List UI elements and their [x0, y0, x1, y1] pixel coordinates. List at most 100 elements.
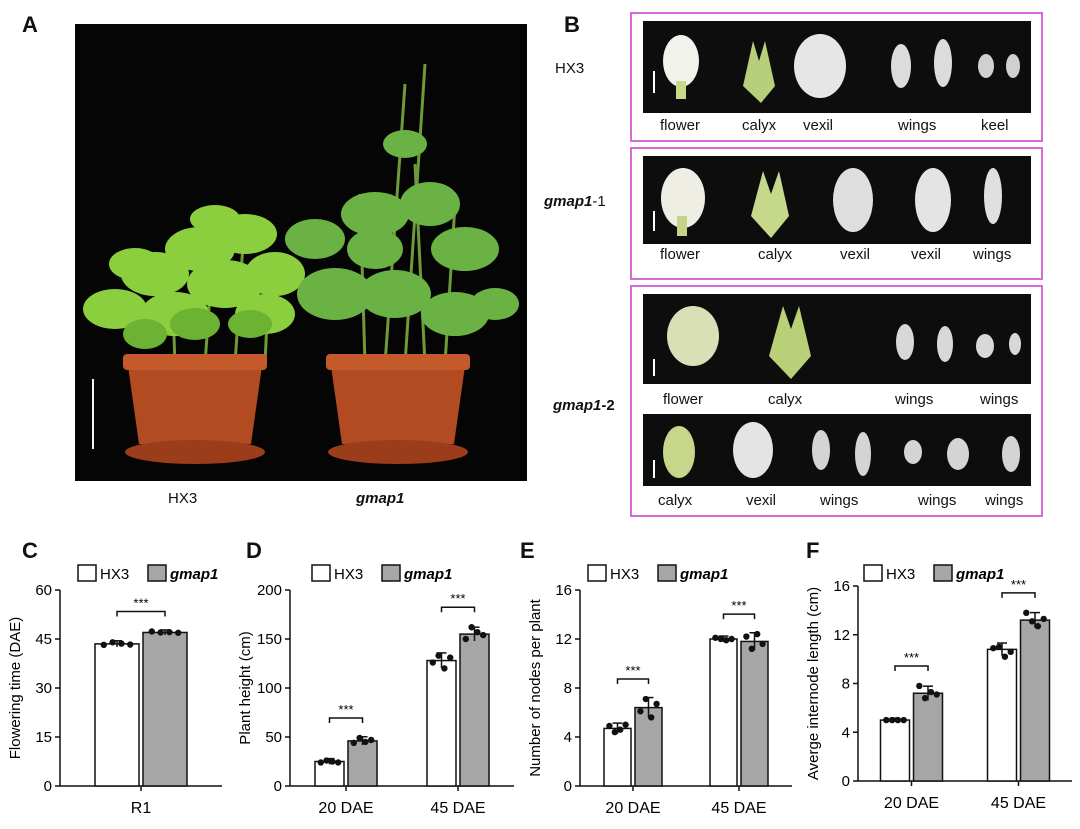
- legend-label-hx3: HX3: [334, 566, 363, 583]
- panel-label-a: A: [22, 12, 38, 37]
- y-tick-label: 16: [555, 582, 572, 599]
- data-point: [480, 631, 487, 639]
- photo-strip-gmap1-1: [643, 156, 1031, 244]
- x-tick-label: 20 DAE: [605, 800, 660, 817]
- significance-bracket: [894, 665, 929, 671]
- legend-swatch-gmap1: [147, 564, 167, 582]
- data-point: [435, 652, 442, 659]
- data-point: [118, 640, 125, 647]
- organ-label: vexil: [840, 246, 871, 263]
- legend-label-gmap1: gmap1: [679, 566, 728, 583]
- plant-photo-illustration: [83, 63, 519, 464]
- organ-label: wings: [895, 391, 934, 408]
- chart-flowering-time: HX3 gmap1 0 15 30 45 60 Flowering time (DAE) ***…: [7, 564, 222, 817]
- x-tick-label: 45 DAE: [430, 800, 485, 817]
- data-point: [637, 708, 644, 715]
- organ-label: wings: [898, 117, 937, 134]
- panel-label-b: B: [564, 12, 580, 37]
- data-point: [617, 726, 624, 733]
- legend-label-hx3: HX3: [610, 566, 639, 583]
- organ-label: vexil: [803, 117, 834, 134]
- bar-hx3: [986, 648, 1018, 782]
- organ-label: calyx: [758, 246, 793, 263]
- significance-marker: ***: [133, 595, 148, 610]
- data-point: [1028, 618, 1036, 625]
- bar-gmap1: [1019, 619, 1051, 782]
- data-point: [323, 757, 330, 764]
- data-point: [175, 629, 182, 636]
- plant-photo: [75, 24, 527, 481]
- organs-gmap1-2b: [653, 422, 1020, 478]
- significance-bracket: [722, 613, 756, 620]
- data-point: [748, 645, 755, 652]
- organ-label: wings: [980, 391, 1019, 408]
- data-point: [127, 641, 134, 648]
- data-point: [759, 640, 766, 648]
- data-point: [447, 654, 454, 661]
- legend-label-gmap1: gmap1: [955, 566, 1004, 583]
- frame-gmap1-2: [630, 285, 1043, 517]
- data-point: [1040, 615, 1047, 623]
- organ-label: calyx: [768, 391, 803, 408]
- data-point: [883, 716, 890, 724]
- y-tick-label: 12: [833, 627, 850, 644]
- organ-label: wings: [973, 246, 1012, 263]
- data-point: [441, 665, 448, 672]
- significance-marker: ***: [625, 663, 640, 678]
- organ-label: wings: [820, 492, 859, 509]
- bar-gmap1: [459, 633, 490, 787]
- legend-swatch-hx3: [311, 564, 331, 582]
- y-tick-label: 30: [35, 680, 52, 697]
- legend-swatch-hx3: [77, 564, 97, 582]
- organ-label: flower: [660, 117, 701, 134]
- y-tick-label: 0: [274, 778, 282, 795]
- x-tick-label: 20 DAE: [884, 795, 939, 812]
- organ-label: wings: [985, 492, 1024, 509]
- data-point: [368, 736, 375, 744]
- y-tick-label: 16: [833, 578, 850, 595]
- data-point: [362, 738, 369, 746]
- data-point: [653, 700, 660, 708]
- x-tick-label: R1: [131, 800, 152, 817]
- organ-label: calyx: [658, 492, 693, 509]
- genotype-gmap1-1: gmap1-1: [544, 193, 606, 210]
- significance-bracket: [1001, 592, 1036, 598]
- genotype-hx3: HX3: [555, 60, 585, 77]
- organ-label: calyx: [742, 117, 777, 134]
- photo-strip-gmap1-2b: [643, 414, 1031, 486]
- legend-swatch-hx3: [587, 564, 607, 582]
- legend-swatch-hx3: [863, 564, 883, 582]
- data-point: [157, 629, 164, 636]
- y-tick-label: 15: [35, 729, 52, 746]
- y-tick-label: 60: [35, 582, 52, 599]
- organ-label: vexil: [746, 492, 777, 509]
- data-point: [1034, 623, 1042, 630]
- bar-hx3: [94, 643, 140, 787]
- bar-gmap1: [912, 692, 944, 782]
- data-point: [329, 758, 336, 765]
- pot-right: [326, 354, 470, 464]
- legend-label-hx3: HX3: [100, 566, 129, 583]
- x-tick-label: 45 DAE: [991, 795, 1046, 812]
- organs-hx3: [653, 34, 1020, 103]
- data-point: [894, 716, 902, 724]
- y-tick-label: 50: [265, 729, 282, 746]
- panel-label-c: C: [22, 538, 38, 563]
- data-point: [622, 721, 629, 728]
- chart-internode: HX3 gmap1 0 4 8 12 16 Averge internode length (…: [805, 564, 1072, 812]
- label-hx3-photo: HX3: [168, 490, 198, 507]
- bar-hx3: [709, 638, 738, 787]
- legend-swatch-gmap1: [933, 564, 953, 582]
- chart-plant-height: HX3 gmap1 0 50 100 150 200 Plant height (cm) ***…: [237, 564, 514, 817]
- data-point: [429, 659, 436, 666]
- data-point: [900, 716, 907, 724]
- data-point: [100, 641, 108, 649]
- organ-label: keel: [981, 117, 1009, 134]
- organ-label: vexil: [911, 246, 942, 263]
- organs-gmap1-1: [653, 168, 1002, 238]
- bar-gmap1: [740, 640, 769, 787]
- data-point: [166, 628, 173, 636]
- bar-hx3: [603, 727, 632, 787]
- data-point: [712, 634, 719, 641]
- significance-bracket: [328, 717, 364, 723]
